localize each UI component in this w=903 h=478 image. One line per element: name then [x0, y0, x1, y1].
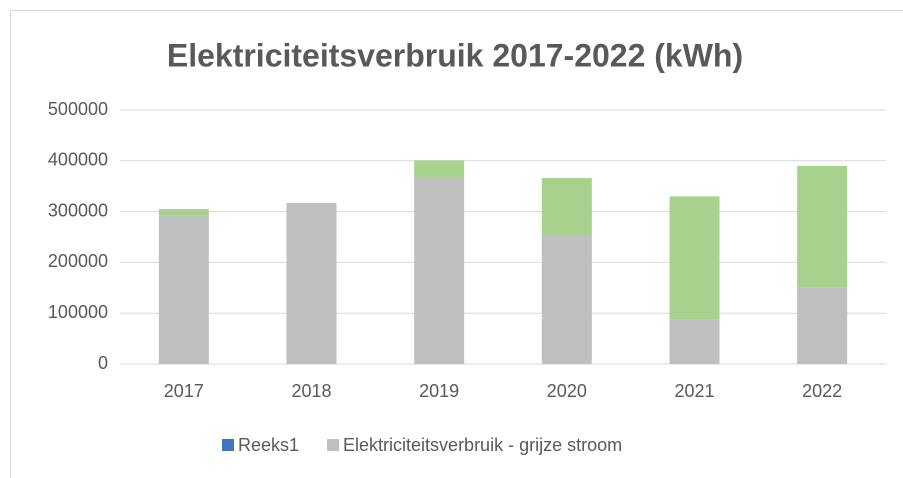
y-tick-label: 100000 — [48, 302, 108, 322]
bar-segment — [158, 209, 209, 216]
x-tick-label: 2022 — [802, 381, 842, 401]
x-tick-label: 2021 — [674, 381, 714, 401]
legend-label: Reeks1 — [238, 435, 299, 455]
bar-segment — [669, 196, 720, 320]
y-tick-label: 500000 — [48, 99, 108, 119]
legend-swatch — [222, 439, 234, 451]
bar-segment — [797, 287, 848, 364]
x-tick-label: 2018 — [291, 381, 331, 401]
bar-segment — [541, 234, 592, 364]
bar-segment — [414, 177, 465, 364]
bar-segment — [541, 178, 592, 235]
x-tick-label: 2019 — [419, 381, 459, 401]
bar-segment — [414, 160, 465, 178]
y-tick-label: 200000 — [48, 251, 108, 271]
x-tick-label: 2020 — [547, 381, 587, 401]
legend-swatch — [327, 439, 340, 451]
chart-title: Elektriciteitsverbruik 2017-2022 (kWh) — [167, 37, 743, 73]
y-tick-label: 400000 — [48, 150, 108, 170]
y-tick-label: 0 — [98, 353, 108, 373]
bar-segment — [797, 165, 848, 288]
bar-segment — [158, 215, 209, 364]
bar-segment — [286, 202, 337, 364]
y-tick-label: 300000 — [48, 200, 108, 220]
bar-segment — [669, 319, 720, 364]
legend-label: Elektriciteitsverbruik - grijze stroom — [343, 435, 622, 455]
x-tick-label: 2017 — [164, 381, 204, 401]
